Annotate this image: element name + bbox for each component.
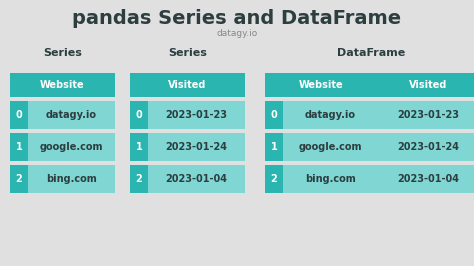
Text: pandas Series and DataFrame: pandas Series and DataFrame: [73, 9, 401, 27]
FancyBboxPatch shape: [265, 101, 283, 129]
FancyBboxPatch shape: [148, 133, 245, 161]
Text: 2023-01-24: 2023-01-24: [397, 142, 459, 152]
FancyBboxPatch shape: [283, 165, 378, 193]
FancyBboxPatch shape: [283, 133, 378, 161]
Text: 1: 1: [16, 142, 22, 152]
Text: datagy.io: datagy.io: [46, 110, 97, 120]
Text: bing.com: bing.com: [46, 174, 97, 184]
FancyBboxPatch shape: [130, 165, 148, 193]
FancyBboxPatch shape: [265, 133, 283, 161]
FancyBboxPatch shape: [283, 101, 378, 129]
Text: Website: Website: [299, 80, 344, 90]
Text: Visited: Visited: [168, 80, 207, 90]
FancyBboxPatch shape: [10, 101, 28, 129]
Text: 2023-01-04: 2023-01-04: [397, 174, 459, 184]
FancyBboxPatch shape: [148, 101, 245, 129]
Text: google.com: google.com: [40, 142, 103, 152]
FancyBboxPatch shape: [130, 73, 245, 97]
FancyBboxPatch shape: [28, 101, 115, 129]
Text: 2023-01-23: 2023-01-23: [397, 110, 459, 120]
FancyBboxPatch shape: [10, 133, 28, 161]
Text: Website: Website: [40, 80, 85, 90]
Text: 0: 0: [136, 110, 142, 120]
Text: 1: 1: [271, 142, 277, 152]
Text: 2: 2: [16, 174, 22, 184]
FancyBboxPatch shape: [130, 101, 148, 129]
Text: DataFrame: DataFrame: [337, 48, 406, 58]
Text: 2: 2: [271, 174, 277, 184]
Text: datagy.io: datagy.io: [305, 110, 356, 120]
Text: Series: Series: [43, 48, 82, 58]
FancyBboxPatch shape: [130, 133, 148, 161]
Text: 2023-01-23: 2023-01-23: [165, 110, 228, 120]
Text: datagy.io: datagy.io: [216, 28, 258, 38]
FancyBboxPatch shape: [378, 133, 474, 161]
FancyBboxPatch shape: [10, 73, 115, 97]
FancyBboxPatch shape: [378, 73, 474, 97]
Text: 2023-01-24: 2023-01-24: [165, 142, 228, 152]
FancyBboxPatch shape: [378, 165, 474, 193]
Text: 1: 1: [136, 142, 142, 152]
Text: 2023-01-04: 2023-01-04: [165, 174, 228, 184]
FancyBboxPatch shape: [265, 73, 378, 97]
Text: google.com: google.com: [299, 142, 362, 152]
FancyBboxPatch shape: [378, 101, 474, 129]
Text: 2: 2: [136, 174, 142, 184]
FancyBboxPatch shape: [10, 165, 28, 193]
Text: bing.com: bing.com: [305, 174, 356, 184]
FancyBboxPatch shape: [148, 165, 245, 193]
FancyBboxPatch shape: [265, 165, 283, 193]
FancyBboxPatch shape: [28, 133, 115, 161]
Text: 0: 0: [271, 110, 277, 120]
Text: 0: 0: [16, 110, 22, 120]
Text: Visited: Visited: [409, 80, 447, 90]
FancyBboxPatch shape: [28, 165, 115, 193]
Text: Series: Series: [168, 48, 207, 58]
